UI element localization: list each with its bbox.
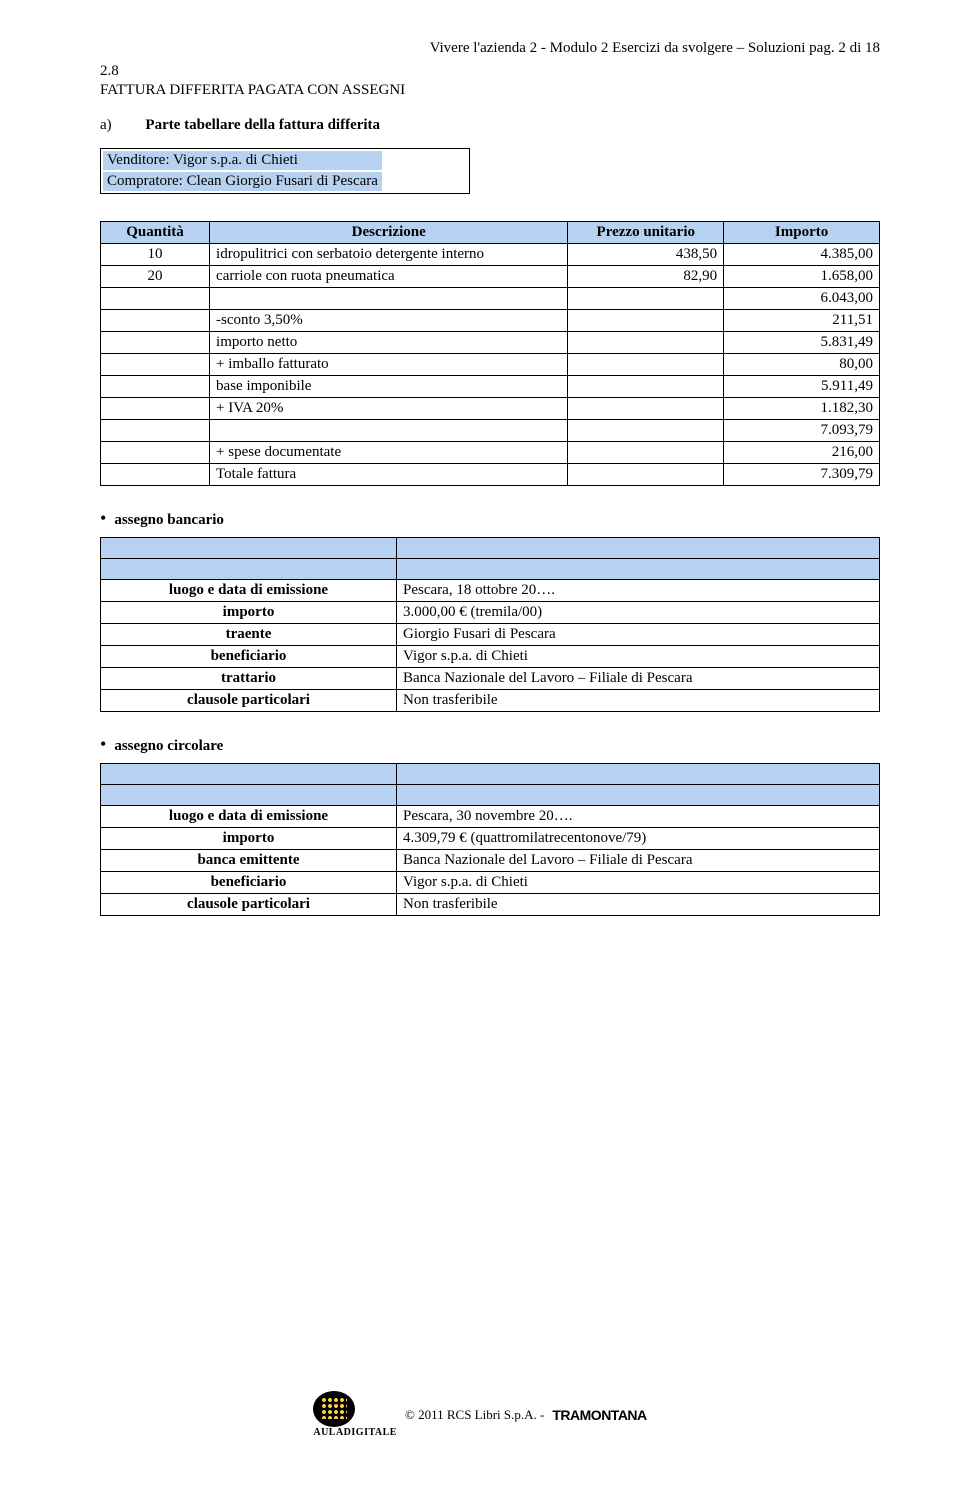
calc-amount: 5.911,49 — [724, 376, 880, 398]
table-row: banca emittenteBanca Nazionale del Lavor… — [101, 850, 880, 872]
table-row: importo4.309,79 € (quattromilatrecentono… — [101, 828, 880, 850]
row-value: Pescara, 18 ottobre 20…. — [397, 580, 880, 602]
page-header: Vivere l'azienda 2 - Modulo 2 Esercizi d… — [100, 40, 880, 57]
row-label: clausole particolari — [101, 690, 397, 712]
calc-amount: 6.043,00 — [724, 288, 880, 310]
calc-amount: 5.831,49 — [724, 332, 880, 354]
calc-row: base imponibile 5.911,49 — [101, 376, 880, 398]
part-heading: a) Parte tabellare della fattura differi… — [100, 117, 880, 134]
row-label: beneficiario — [101, 872, 397, 894]
row-value: 3.000,00 € (tremila/00) — [397, 602, 880, 624]
calc-row: + imballo fatturato 80,00 — [101, 354, 880, 376]
row-label: luogo e data di emissione — [101, 580, 397, 602]
table-row: luogo e data di emissionePescara, 30 nov… — [101, 806, 880, 828]
cell-desc: idropulitrici con serbatoio detergente i… — [210, 244, 568, 266]
table-row: beneficiarioVigor s.p.a. di Chieti — [101, 646, 880, 668]
cell-amount: 4.385,00 — [724, 244, 880, 266]
row-value: Vigor s.p.a. di Chieti — [397, 646, 880, 668]
calc-label: base imponibile — [210, 376, 568, 398]
calc-label: + spese documentate — [210, 442, 568, 464]
vendor-box: Venditore: Vigor s.p.a. di Chieti Compra… — [100, 148, 470, 194]
cell-qty: 10 — [101, 244, 210, 266]
cell-unit: 82,90 — [568, 266, 724, 288]
calc-label — [210, 420, 568, 442]
part-key: a) — [100, 117, 112, 133]
calc-row: 6.043,00 — [101, 288, 880, 310]
row-value: 4.309,79 € (quattromilatrecentonove/79) — [397, 828, 880, 850]
col-qty: Quantità — [101, 222, 210, 244]
calc-row: importo netto 5.831,49 — [101, 332, 880, 354]
row-value: Banca Nazionale del Lavoro – Filiale di … — [397, 850, 880, 872]
calc-amount: 7.309,79 — [724, 464, 880, 486]
col-amount: Importo — [724, 222, 880, 244]
calc-row: 7.093,79 — [101, 420, 880, 442]
invoice-table: Quantità Descrizione Prezzo unitario Imp… — [100, 221, 880, 486]
calc-amount: 7.093,79 — [724, 420, 880, 442]
row-value: Pescara, 30 novembre 20…. — [397, 806, 880, 828]
cell-qty: 20 — [101, 266, 210, 288]
page-footer: AULADIGITALE © 2011 RCS Libri S.p.A. - T… — [0, 1391, 960, 1440]
row-value: Non trasferibile — [397, 894, 880, 916]
vendor-line: Venditore: Vigor s.p.a. di Chieti — [103, 151, 382, 170]
document-title: FATTURA DIFFERITA PAGATA CON ASSEGNI — [100, 82, 880, 99]
table-row: clausole particolariNon trasferibile — [101, 690, 880, 712]
row-label: luogo e data di emissione — [101, 806, 397, 828]
table-row: trattarioBanca Nazionale del Lavoro – Fi… — [101, 668, 880, 690]
footer-brand: TRAMONTANA — [552, 1407, 646, 1423]
calc-label: -sconto 3,50% — [210, 310, 568, 332]
calc-label: Totale fattura — [210, 464, 568, 486]
assegno-bancario-table: luogo e data di emissionePescara, 18 ott… — [100, 537, 880, 712]
footer-aula: AULADIGITALE — [313, 1427, 397, 1438]
calc-amount: 211,51 — [724, 310, 880, 332]
row-label: banca emittente — [101, 850, 397, 872]
calc-amount: 1.182,30 — [724, 398, 880, 420]
buyer-line: Compratore: Clean Giorgio Fusari di Pesc… — [103, 172, 382, 191]
table-row: traenteGiorgio Fusari di Pescara — [101, 624, 880, 646]
calc-label: + imballo fatturato — [210, 354, 568, 376]
calc-row: -sconto 3,50% 211,51 — [101, 310, 880, 332]
section-number: 2.8 — [100, 63, 880, 80]
table-row: luogo e data di emissionePescara, 18 ott… — [101, 580, 880, 602]
table-row: beneficiarioVigor s.p.a. di Chieti — [101, 872, 880, 894]
footer-logo: AULADIGITALE — [313, 1391, 397, 1438]
assegno-bancario-title: assegno bancario — [100, 508, 880, 529]
row-value: Giorgio Fusari di Pescara — [397, 624, 880, 646]
table-row: 10 idropulitrici con serbatoio detergent… — [101, 244, 880, 266]
table-row: 20 carriole con ruota pneumatica 82,90 1… — [101, 266, 880, 288]
calc-amount: 216,00 — [724, 442, 880, 464]
table-row: clausole particolariNon trasferibile — [101, 894, 880, 916]
row-value: Banca Nazionale del Lavoro – Filiale di … — [397, 668, 880, 690]
cell-amount: 1.658,00 — [724, 266, 880, 288]
calc-amount: 80,00 — [724, 354, 880, 376]
table-row: importo3.000,00 € (tremila/00) — [101, 602, 880, 624]
cell-desc: carriole con ruota pneumatica — [210, 266, 568, 288]
assegno-circolare-table: luogo e data di emissionePescara, 30 nov… — [100, 763, 880, 916]
calc-label: + IVA 20% — [210, 398, 568, 420]
row-label: traente — [101, 624, 397, 646]
row-label: beneficiario — [101, 646, 397, 668]
row-label: importo — [101, 602, 397, 624]
calc-row: + IVA 20% 1.182,30 — [101, 398, 880, 420]
calc-label — [210, 288, 568, 310]
part-text: Parte tabellare della fattura differita — [145, 117, 380, 133]
assegno-circolare-title: assegno circolare — [100, 734, 880, 755]
row-label: clausole particolari — [101, 894, 397, 916]
row-label: importo — [101, 828, 397, 850]
col-desc: Descrizione — [210, 222, 568, 244]
calc-label: importo netto — [210, 332, 568, 354]
col-unit: Prezzo unitario — [568, 222, 724, 244]
cell-unit: 438,50 — [568, 244, 724, 266]
row-value: Vigor s.p.a. di Chieti — [397, 872, 880, 894]
row-label: trattario — [101, 668, 397, 690]
calc-row: Totale fattura 7.309,79 — [101, 464, 880, 486]
footer-copyright: © 2011 RCS Libri S.p.A. - — [405, 1407, 544, 1423]
row-value: Non trasferibile — [397, 690, 880, 712]
calc-row: + spese documentate 216,00 — [101, 442, 880, 464]
